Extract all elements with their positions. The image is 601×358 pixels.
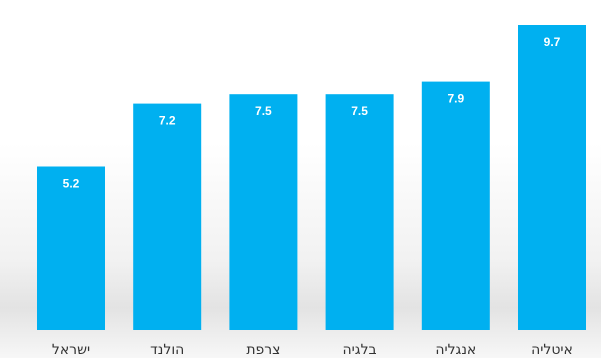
data-label-1: 5.2 bbox=[63, 177, 80, 191]
category-label-6: איטליה bbox=[531, 342, 573, 358]
data-label-2: 7.2 bbox=[159, 114, 176, 128]
bar-5 bbox=[421, 81, 490, 330]
bar-3 bbox=[229, 94, 298, 330]
bars-group bbox=[37, 25, 586, 330]
data-label-3: 7.5 bbox=[255, 104, 272, 118]
category-label-2: הולנד bbox=[150, 342, 184, 358]
bar-6 bbox=[518, 25, 586, 330]
category-label-3: צרפת bbox=[246, 342, 280, 358]
bar-2 bbox=[133, 103, 202, 330]
category-label-4: בלגיה bbox=[343, 342, 377, 358]
category-label-1: ישראל bbox=[52, 342, 90, 358]
data-label-5: 7.9 bbox=[447, 92, 464, 106]
category-labels-group: ישראל הולנד צרפת בלגיה אנגליה איטליה bbox=[52, 342, 573, 358]
bar-4 bbox=[325, 94, 394, 330]
data-labels-group: 5.2 7.2 7.5 7.5 7.9 9.7 bbox=[63, 35, 561, 191]
data-label-6: 9.7 bbox=[544, 35, 561, 49]
bar-1 bbox=[37, 166, 105, 330]
category-label-5: אנגליה bbox=[435, 342, 476, 358]
data-label-4: 7.5 bbox=[351, 104, 368, 118]
